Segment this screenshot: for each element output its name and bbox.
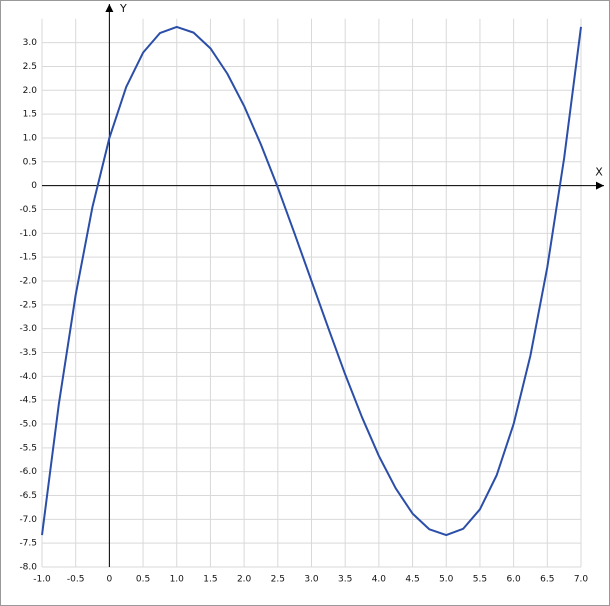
x-tick-label: 1.0 xyxy=(170,575,185,585)
x-tick-label: 0 xyxy=(107,575,113,585)
x-tick-label: -0.5 xyxy=(67,575,85,585)
x-tick-label: 6.0 xyxy=(506,575,521,585)
y-tick-label: -4.5 xyxy=(19,396,37,406)
x-tick-label: 5.5 xyxy=(473,575,487,585)
y-tick-label: -1.0 xyxy=(19,229,37,239)
x-tick-label: 3.5 xyxy=(338,575,352,585)
x-tick-label: 2.5 xyxy=(271,575,285,585)
y-tick-label: 2.0 xyxy=(23,86,38,96)
y-tick-label: -2.0 xyxy=(19,276,37,286)
x-axis-label: X xyxy=(595,166,603,179)
y-tick-label: 0 xyxy=(31,181,37,191)
x-tick-label: 3.0 xyxy=(304,575,319,585)
y-tick-label: 0.5 xyxy=(23,157,37,167)
curve xyxy=(41,25,582,537)
y-tick-label: -8.0 xyxy=(19,563,37,573)
y-tick-label: 2.5 xyxy=(23,62,37,72)
x-tick-label: 1.5 xyxy=(203,575,217,585)
y-tick-label: -6.5 xyxy=(19,491,37,501)
y-tick-label: -7.0 xyxy=(19,515,37,525)
y-axis-label: Y xyxy=(119,2,127,15)
x-tick-label: -1.0 xyxy=(33,575,51,585)
x-tick-label: 4.5 xyxy=(405,575,419,585)
y-tick-label: -5.0 xyxy=(19,419,37,429)
y-tick-label: -7.5 xyxy=(19,539,37,549)
y-tick-label: -6.0 xyxy=(19,467,37,477)
y-tick-label: -1.5 xyxy=(19,253,37,263)
y-tick-label: -0.5 xyxy=(19,205,37,215)
y-tick-label: -3.0 xyxy=(19,324,37,334)
y-tick-label: -3.5 xyxy=(19,348,37,358)
y-tick-label: -4.0 xyxy=(19,372,37,382)
x-tick-label: 4.0 xyxy=(372,575,387,585)
x-axis-arrow xyxy=(596,181,604,190)
y-axis-arrow xyxy=(105,4,114,12)
y-tick-label: -5.5 xyxy=(19,443,37,453)
x-tick-label: 2.0 xyxy=(237,575,252,585)
y-tick-label: -2.5 xyxy=(19,300,37,310)
x-tick-label: 6.5 xyxy=(540,575,554,585)
y-tick-label: 1.5 xyxy=(23,110,37,120)
y-tick-label: 3.0 xyxy=(23,38,38,48)
x-tick-label: 0.5 xyxy=(136,575,150,585)
y-tick-label: 1.0 xyxy=(23,133,38,143)
x-tick-label: 5.0 xyxy=(439,575,454,585)
x-tick-label: 7.0 xyxy=(574,575,589,585)
